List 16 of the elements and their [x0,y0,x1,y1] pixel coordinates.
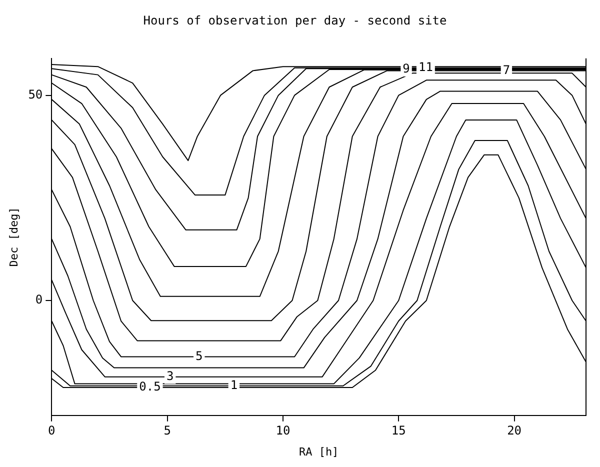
series-label: 1 [230,378,238,392]
x-tick-label: 15 [391,424,406,438]
y-axis-title: Dec [deg] [7,207,20,267]
series-label: 7 [502,62,510,77]
series-label: 5 [196,348,203,363]
series-label: 0.5 [139,380,161,394]
x-tick-label: 10 [276,424,290,438]
y-tick-label: 50 [28,87,43,102]
x-tick-label: 5 [164,424,171,438]
x-tick-label: 0 [48,424,56,438]
series-label: 3 [166,368,174,383]
x-tick-label: 20 [507,424,522,438]
series-label: 9 [402,62,410,76]
chart-title: Hours of observation per day - second site [143,13,447,28]
series-label: 11 [418,60,433,74]
x-axis-title: RA [h] [298,445,339,458]
